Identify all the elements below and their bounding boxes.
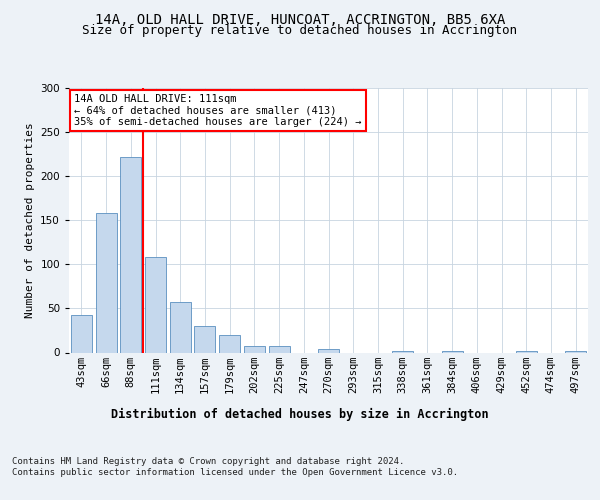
Bar <box>71 316 92 352</box>
Text: Distribution of detached houses by size in Accrington: Distribution of detached houses by size … <box>111 408 489 420</box>
Bar <box>392 350 413 352</box>
Bar <box>95 213 116 352</box>
Bar <box>318 349 339 352</box>
Text: Size of property relative to detached houses in Accrington: Size of property relative to detached ho… <box>83 24 517 37</box>
Bar <box>442 350 463 352</box>
Bar <box>219 335 240 352</box>
Bar <box>194 326 215 352</box>
Bar <box>565 350 586 352</box>
Text: 14A, OLD HALL DRIVE, HUNCOAT, ACCRINGTON, BB5 6XA: 14A, OLD HALL DRIVE, HUNCOAT, ACCRINGTON… <box>95 12 505 26</box>
Text: 14A OLD HALL DRIVE: 111sqm
← 64% of detached houses are smaller (413)
35% of sem: 14A OLD HALL DRIVE: 111sqm ← 64% of deta… <box>74 94 362 128</box>
Bar <box>269 346 290 352</box>
Bar <box>516 350 537 352</box>
Y-axis label: Number of detached properties: Number of detached properties <box>25 122 35 318</box>
Bar <box>145 257 166 352</box>
Bar <box>244 346 265 352</box>
Bar <box>120 158 141 352</box>
Bar <box>170 302 191 352</box>
Text: Contains HM Land Registry data © Crown copyright and database right 2024.
Contai: Contains HM Land Registry data © Crown c… <box>12 458 458 477</box>
